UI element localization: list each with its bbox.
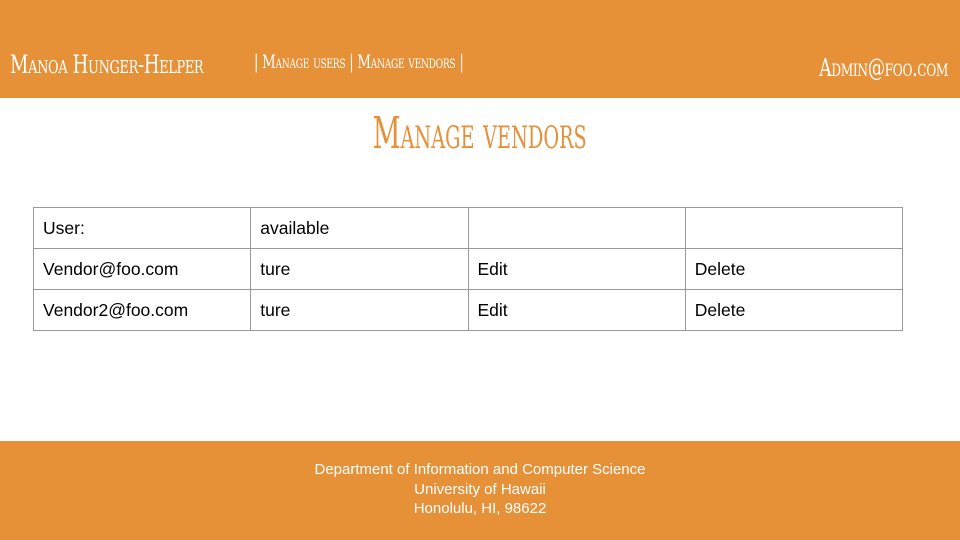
current-user-email[interactable]: Admin@foo.com — [819, 54, 948, 82]
footer-university: University of Hawaii — [414, 480, 546, 498]
vendor-email-cell: Vendor2@foo.com — [32, 289, 252, 331]
edit-link[interactable]: Edit — [467, 248, 686, 290]
table-row: Vendor2@foo.com ture Edit Delete — [32, 289, 904, 331]
footer-address: Department of Information and Computer S… — [0, 460, 960, 519]
delete-link[interactable]: Delete — [684, 289, 904, 331]
vendor-email-cell: Vendor@foo.com — [32, 248, 252, 290]
header-cell-user: User: — [32, 207, 252, 249]
page-title-text: Manage vendors — [372, 108, 588, 159]
delete-link[interactable]: Delete — [684, 248, 904, 290]
header-cell-available: available — [250, 207, 469, 249]
top-navbar: Manoa Hunger-Helper | Manage users | Man… — [0, 0, 960, 98]
vendor-available-cell: ture — [250, 248, 469, 290]
nav-separator: | — [349, 51, 354, 73]
page-title: Manage vendors — [0, 108, 960, 159]
nav-links: | Manage users | Manage vendors | — [254, 51, 464, 73]
nav-link-manage-users[interactable]: Manage users — [262, 51, 346, 73]
table-row: Vendor@foo.com ture Edit Delete — [32, 248, 904, 290]
nav-separator: | — [254, 51, 259, 73]
nav-link-manage-vendors[interactable]: Manage vendors — [357, 51, 456, 73]
brand-title[interactable]: Manoa Hunger-Helper — [10, 50, 204, 79]
footer-department: Department of Information and Computer S… — [314, 461, 646, 478]
footer-city: Honolulu, HI, 98622 — [413, 500, 547, 517]
vendors-table: User: available Vendor@foo.com ture Edit… — [32, 207, 904, 331]
header-cell-empty — [684, 207, 904, 249]
edit-link[interactable]: Edit — [467, 289, 686, 331]
header-cell-empty — [467, 207, 686, 249]
table-header-row: User: available — [32, 207, 904, 249]
nav-separator: | — [459, 51, 464, 73]
footer: Department of Information and Computer S… — [0, 441, 960, 540]
vendor-available-cell: ture — [250, 289, 469, 331]
